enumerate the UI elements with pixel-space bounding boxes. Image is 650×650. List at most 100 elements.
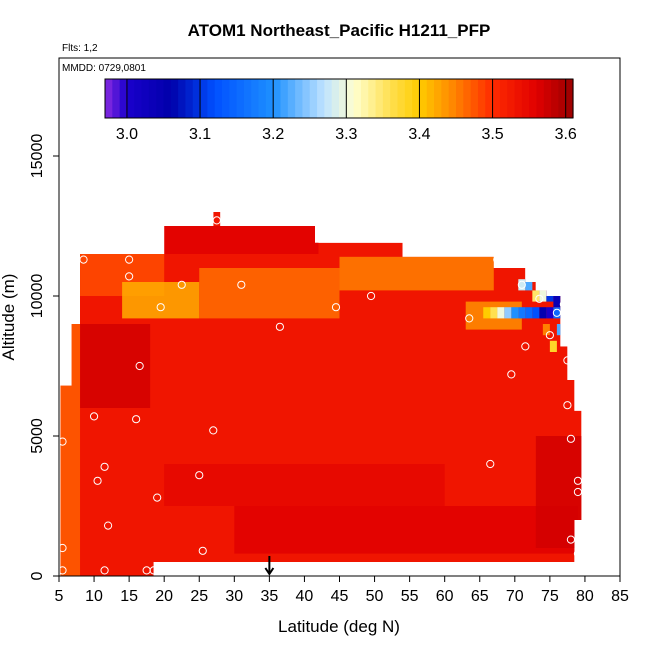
sample-point <box>521 342 530 351</box>
colorbar-swatch <box>126 79 135 118</box>
colorbar-swatch <box>565 79 574 118</box>
sample-point <box>275 322 284 331</box>
sample-point <box>125 272 134 281</box>
colorbar-swatch <box>324 79 333 118</box>
x-tick-label: 55 <box>401 588 419 605</box>
sample-point <box>566 434 576 443</box>
x-tick-label: 35 <box>260 588 278 605</box>
heatmap-cell <box>532 307 540 319</box>
colorbar-swatch <box>558 79 567 118</box>
colorbar-swatch <box>317 79 325 118</box>
heatmap-cell <box>504 307 512 319</box>
colorbar-swatch <box>178 79 187 118</box>
colorbar-swatch <box>163 79 172 118</box>
colorbar-tick-label: 3.3 <box>335 126 357 143</box>
sample-point <box>100 566 109 575</box>
heatmap-cell <box>525 279 533 291</box>
colorbar-tick-label: 3.5 <box>481 126 503 143</box>
colorbar-swatch <box>477 79 486 118</box>
colorbar-tick-label: 3.6 <box>555 126 577 143</box>
y-tick-label: 10000 <box>29 274 46 319</box>
sample-point <box>573 487 583 497</box>
sample-point <box>212 216 221 225</box>
chart-title: ATOM1 Northeast_Pacific H1211_PFP <box>188 21 491 40</box>
x-tick-label: 10 <box>85 588 103 605</box>
sample-point <box>493 255 502 264</box>
colorbar-swatch <box>222 79 230 118</box>
colorbar-swatch <box>492 79 501 118</box>
sample-point <box>563 401 572 410</box>
colorbar-swatch <box>207 79 216 118</box>
colorbar-swatch <box>236 79 245 118</box>
x-axis-label: Latitude (deg N) <box>278 617 400 636</box>
sample-point <box>125 255 134 264</box>
heatmap-cell <box>532 290 540 302</box>
colorbar-swatch <box>434 79 442 118</box>
heatmap-cell <box>553 296 561 308</box>
heatmap-region <box>164 226 319 254</box>
sample-point <box>195 471 204 480</box>
colorbar-swatch <box>448 79 457 118</box>
colorbar-swatch <box>295 79 304 118</box>
colorbar-swatch <box>514 79 523 118</box>
heatmap-cell <box>546 290 554 302</box>
heatmap-region <box>80 324 151 408</box>
colorbar-swatch <box>287 79 296 118</box>
heatmap-cell <box>542 324 550 336</box>
x-tick-label: 20 <box>155 588 173 605</box>
colorbar-tick-label: 3.1 <box>189 126 211 143</box>
heatmap-cell <box>549 340 557 352</box>
colorbar-swatch <box>170 79 179 118</box>
colorbar-swatch <box>470 79 479 118</box>
colorbar-swatch <box>339 79 347 118</box>
sample-point <box>177 280 186 289</box>
colorbar-swatch <box>200 79 208 118</box>
colorbar-swatch <box>105 79 113 118</box>
latitude-marker <box>264 556 275 576</box>
sample-point <box>507 370 516 379</box>
sample-point <box>100 462 109 471</box>
sample-point <box>153 493 162 502</box>
sample-point <box>156 303 165 312</box>
colorbar-swatch <box>529 79 538 118</box>
x-tick-label: 5 <box>55 588 64 605</box>
colorbar-swatch <box>243 79 252 118</box>
heatmap-region <box>535 436 582 548</box>
colorbar-swatch <box>390 79 399 118</box>
mmdd-label: MMDD: 0729,0801 <box>62 63 146 74</box>
plot-area <box>60 212 582 576</box>
flights-label: Flts: 1,2 <box>62 43 98 54</box>
sample-point <box>198 546 207 555</box>
sample-point <box>465 314 474 323</box>
colorbar-swatch <box>346 79 355 118</box>
x-tick-label: 25 <box>190 588 208 605</box>
colorbar-tick-label: 3.4 <box>408 126 430 143</box>
heatmap-cell <box>483 307 491 319</box>
heatmap-region <box>339 256 494 291</box>
colorbar-swatch <box>119 79 128 118</box>
colorbar-swatch <box>185 79 194 118</box>
colorbar-swatch <box>404 79 413 118</box>
y-tick-label: 5000 <box>29 418 46 454</box>
colorbar-swatch <box>251 79 260 118</box>
heatmap-region <box>234 506 578 554</box>
colorbar-swatch <box>214 79 223 118</box>
colorbar-swatch <box>112 79 121 118</box>
colorbar-swatch <box>375 79 384 118</box>
sample-point <box>89 412 99 421</box>
y-axis-label: Altitude (m) <box>0 274 18 361</box>
sample-point <box>573 549 583 558</box>
x-tick-label: 75 <box>541 588 559 605</box>
colorbar-swatch <box>543 79 552 118</box>
x-tick-label: 65 <box>471 588 489 605</box>
colorbar-frame <box>104 78 574 119</box>
down-arrow-head <box>264 567 275 576</box>
x-tick-label: 50 <box>366 588 384 605</box>
y-axis: 0 5000 10000 15000 <box>29 134 59 580</box>
colorbar-tick-label: 3.2 <box>262 126 284 143</box>
colorbar-swatch <box>368 79 377 118</box>
heatmap-cell <box>511 307 519 319</box>
colorbar-swatch <box>485 79 494 118</box>
colorbar-swatch <box>302 79 311 118</box>
